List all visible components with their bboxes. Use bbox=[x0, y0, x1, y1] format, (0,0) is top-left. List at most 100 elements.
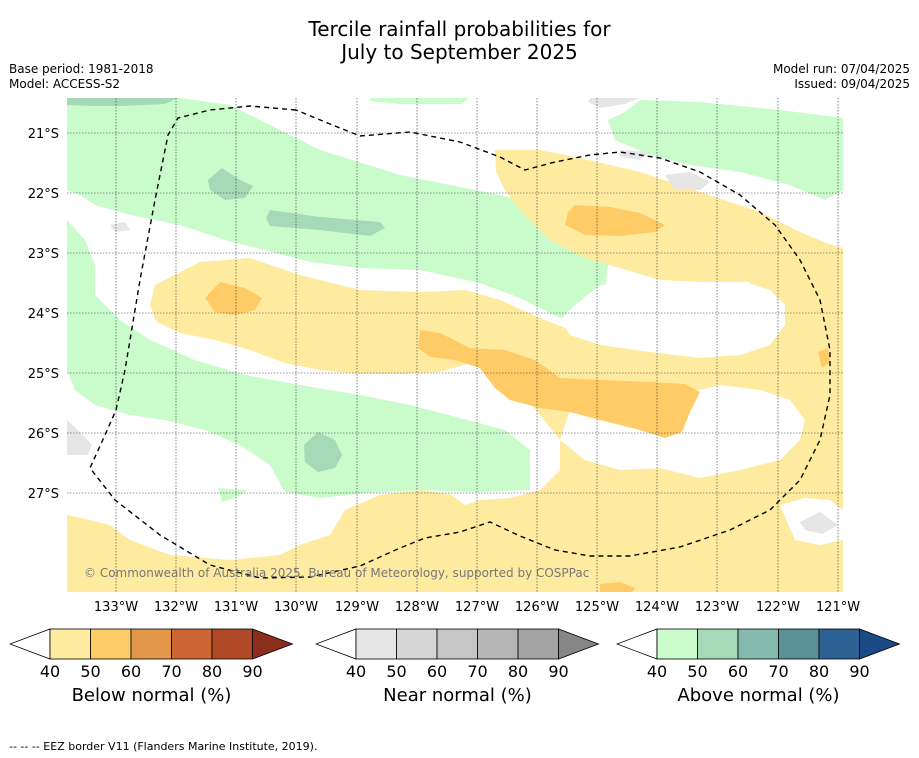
footnote: -- -- -- EEZ border V11 (Flanders Marine… bbox=[9, 740, 318, 753]
colorbar-title: Below normal (%) bbox=[71, 685, 232, 706]
colorbar-segment bbox=[778, 628, 820, 660]
issued-date: Issued: 09/04/2025 bbox=[794, 77, 910, 91]
longitude-label: 122°W bbox=[756, 600, 800, 615]
colorbar: 40 50 60 70 80 90 bbox=[315, 628, 600, 681]
below-normal-60-region-c bbox=[418, 330, 700, 438]
colorbar-segment bbox=[396, 628, 438, 660]
title-line-1: Tercile rainfall probabilities for bbox=[308, 17, 611, 41]
longitude-labels: 133°W 132°W 131°W 130°W 129°W 128°W 127°W 126°W… bbox=[94, 600, 860, 615]
below-normal-60-region-a bbox=[565, 205, 665, 236]
colorbar-over-extend bbox=[558, 628, 600, 660]
colorbar-tick-label: 70 bbox=[768, 662, 788, 681]
below-normal-60-region-e bbox=[600, 582, 635, 592]
colorbar-segment bbox=[49, 628, 91, 660]
colorbar-tick-label: 70 bbox=[467, 662, 487, 681]
title-line-2: July to September 2025 bbox=[341, 40, 578, 64]
meta-left: Base period: 1981-2018 Model: ACCESS-S2 bbox=[9, 62, 154, 92]
colorbar-tick-label: 70 bbox=[161, 662, 181, 681]
colorbar-tick-label: 50 bbox=[80, 662, 100, 681]
above-normal-region-west bbox=[67, 220, 530, 498]
longitude-label: 130°W bbox=[274, 600, 318, 615]
colorbar-tick-label: 80 bbox=[202, 662, 222, 681]
above-normal-region-northeast bbox=[608, 100, 843, 200]
latitude-label: 22°S bbox=[28, 187, 59, 202]
gridlines bbox=[67, 98, 843, 592]
colorbar-segment bbox=[656, 628, 698, 660]
colorbar-tick-label: 90 bbox=[548, 662, 568, 681]
colorbar-tick-label: 60 bbox=[427, 662, 447, 681]
colorbar-tick-label: 50 bbox=[687, 662, 707, 681]
above-normal-region-small bbox=[218, 488, 248, 502]
colorbar-segment bbox=[211, 628, 253, 660]
longitude-label: 133°W bbox=[94, 600, 138, 615]
colorbar-segment bbox=[436, 628, 478, 660]
colorbar-tick-label: 60 bbox=[121, 662, 141, 681]
colorbar-tick-label: 90 bbox=[242, 662, 262, 681]
colorbar-tick-label: 80 bbox=[508, 662, 528, 681]
colorbar-tick-label: 80 bbox=[809, 662, 829, 681]
near-normal-region-c bbox=[110, 222, 130, 232]
colorbar-segment bbox=[90, 628, 132, 660]
longitude-label: 128°W bbox=[395, 600, 439, 615]
colorbar-segment bbox=[355, 628, 397, 660]
longitude-label: 127°W bbox=[455, 600, 499, 615]
near-normal-region-b bbox=[665, 172, 710, 190]
copyright-notice: © Commonwealth of Australia 2025, Bureau… bbox=[84, 566, 589, 580]
colorbar: 40 50 60 70 80 90 bbox=[9, 628, 294, 681]
colorbar-segment bbox=[517, 628, 559, 660]
above-normal-region-north bbox=[67, 98, 610, 320]
colorbar-tick-label: 40 bbox=[647, 662, 667, 681]
latitude-label: 27°S bbox=[28, 487, 59, 502]
base-period: Base period: 1981-2018 bbox=[9, 62, 154, 76]
below-normal-region-arc bbox=[150, 150, 843, 376]
colorbar-under-extend bbox=[9, 628, 51, 660]
neutral-gap-south bbox=[560, 385, 805, 478]
above-normal-60-region-nw bbox=[67, 98, 178, 106]
colorbar-under-extend bbox=[616, 628, 658, 660]
near-normal-region-a bbox=[588, 98, 640, 108]
longitude-label: 129°W bbox=[335, 600, 379, 615]
latitude-label: 24°S bbox=[28, 307, 59, 322]
colorbar-over-extend bbox=[252, 628, 294, 660]
longitude-label: 132°W bbox=[154, 600, 198, 615]
latitude-label: 21°S bbox=[28, 127, 59, 142]
latitude-labels: 21°S 22°S 23°S 24°S 25°S 26°S 27°S bbox=[28, 127, 59, 502]
colorbar-segment bbox=[818, 628, 860, 660]
near-normal-region-d bbox=[67, 420, 92, 455]
latitude-label: 26°S bbox=[28, 427, 59, 442]
map-title: Tercile rainfall probabilities for July … bbox=[0, 18, 919, 64]
meta-right: Model run: 07/04/2025 Issued: 09/04/2025 bbox=[773, 62, 910, 92]
colorbar-segment bbox=[477, 628, 519, 660]
latitude-label: 25°S bbox=[28, 367, 59, 382]
colorbar-segment bbox=[697, 628, 739, 660]
below-normal-60-region-b bbox=[205, 282, 262, 315]
model-run: Model run: 07/04/2025 bbox=[772, 62, 910, 76]
near-normal-region-f bbox=[800, 512, 838, 534]
colorbar: 40 50 60 70 80 90 bbox=[616, 628, 901, 681]
colorbar-segment bbox=[130, 628, 172, 660]
near-normal-region-e bbox=[620, 150, 650, 160]
colorbar-title: Above normal (%) bbox=[677, 685, 840, 706]
longitude-label: 124°W bbox=[635, 600, 679, 615]
colorbar-under-extend bbox=[315, 628, 357, 660]
colorbar-title: Near normal (%) bbox=[383, 685, 532, 706]
longitude-label: 125°W bbox=[575, 600, 619, 615]
below-normal-60-region-d bbox=[818, 348, 830, 368]
latitude-label: 23°S bbox=[28, 247, 59, 262]
above-normal-60-region-c bbox=[304, 432, 342, 472]
above-normal-region-top bbox=[370, 98, 470, 104]
longitude-label: 131°W bbox=[214, 600, 258, 615]
longitude-label: 126°W bbox=[515, 600, 559, 615]
colorbar-over-extend bbox=[859, 628, 901, 660]
colorbar-tick-label: 40 bbox=[40, 662, 60, 681]
colorbar-tick-label: 90 bbox=[849, 662, 869, 681]
colorbar-segment bbox=[171, 628, 213, 660]
longitude-label: 123°W bbox=[695, 600, 739, 615]
above-normal-60-region-a bbox=[208, 168, 253, 200]
model-name: Model: ACCESS-S2 bbox=[9, 77, 121, 91]
map-field bbox=[67, 98, 843, 592]
colorbar-tick-label: 50 bbox=[386, 662, 406, 681]
eez-border bbox=[89, 105, 831, 579]
colorbar-tick-label: 40 bbox=[346, 662, 366, 681]
colorbar-segment bbox=[737, 628, 779, 660]
